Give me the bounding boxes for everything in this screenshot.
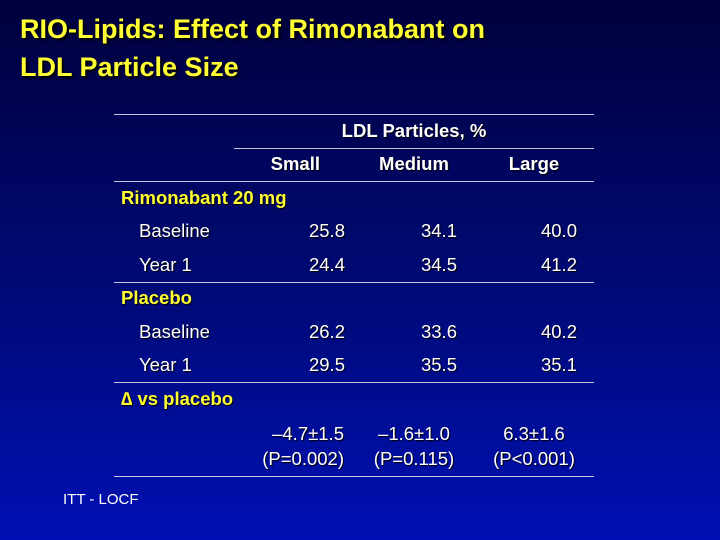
- header-rule: [114, 181, 594, 182]
- cell-small: 25.8: [308, 220, 345, 242]
- cell-large: 40.2: [540, 320, 577, 342]
- cell-medium: 33.6: [420, 320, 457, 342]
- ldl-particle-table: LDL Particles, % Small Medium Large Rimo…: [114, 114, 594, 477]
- column-header-medium: Medium: [379, 153, 449, 175]
- table-row: Baseline 26.2 33.6 40.2: [114, 315, 594, 349]
- cell-medium: 35.5: [420, 354, 457, 376]
- footnote: ITT - LOCF: [63, 491, 139, 508]
- column-header-small: Small: [270, 153, 320, 175]
- group-rule-2: [114, 382, 594, 383]
- slide-title: RIO-Lipids: Effect of Rimonabant on LDL …: [20, 10, 700, 86]
- row-label: Year 1: [139, 354, 192, 376]
- cell-small: 24.4: [308, 253, 345, 275]
- table-row: Baseline 25.8 34.1 40.0: [114, 215, 594, 249]
- group-label-rimonabant: Rimonabant 20 mg: [121, 186, 287, 208]
- table-row: Year 1 29.5 35.5 35.1: [114, 349, 594, 383]
- delta-medium: –1.6±1.0 (P=0.115): [373, 422, 455, 469]
- cell-large: 41.2: [540, 253, 577, 275]
- table-bottom-rule: [114, 475, 594, 477]
- row-label: Baseline: [139, 320, 210, 342]
- column-header-row: Small Medium Large: [114, 148, 594, 182]
- delta-values-row: –4.7±1.5 (P=0.002) –1.6±1.0 (P=0.115) 6.…: [114, 416, 594, 476]
- group-label-placebo: Placebo: [121, 287, 192, 309]
- column-header-large: Large: [508, 153, 560, 175]
- group-rule-1: [114, 281, 594, 283]
- row-label: Baseline: [139, 220, 210, 242]
- title-line-2: LDL Particle Size: [20, 52, 239, 82]
- super-header-rule: [234, 147, 594, 149]
- super-header: LDL Particles, %: [341, 119, 487, 141]
- delta-label: ∆ vs placebo: [121, 387, 234, 409]
- table-row: Year 1 24.4 34.5 41.2: [114, 248, 594, 282]
- super-header-row: LDL Particles, %: [114, 114, 594, 148]
- cell-large: 35.1: [540, 354, 577, 376]
- cell-medium: 34.1: [420, 220, 457, 242]
- cell-large: 40.0: [540, 220, 577, 242]
- delta-label-row: ∆ vs placebo: [114, 382, 594, 416]
- row-label: Year 1: [139, 253, 192, 275]
- cell-medium: 34.5: [420, 253, 457, 275]
- cell-small: 29.5: [308, 354, 345, 376]
- delta-large: 6.3±1.6 (P<0.001): [493, 422, 575, 469]
- delta-small: –4.7±1.5 (P=0.002): [262, 422, 344, 469]
- cell-small: 26.2: [308, 320, 345, 342]
- table-top-rule: [114, 114, 594, 115]
- title-line-1: RIO-Lipids: Effect of Rimonabant on: [20, 14, 485, 44]
